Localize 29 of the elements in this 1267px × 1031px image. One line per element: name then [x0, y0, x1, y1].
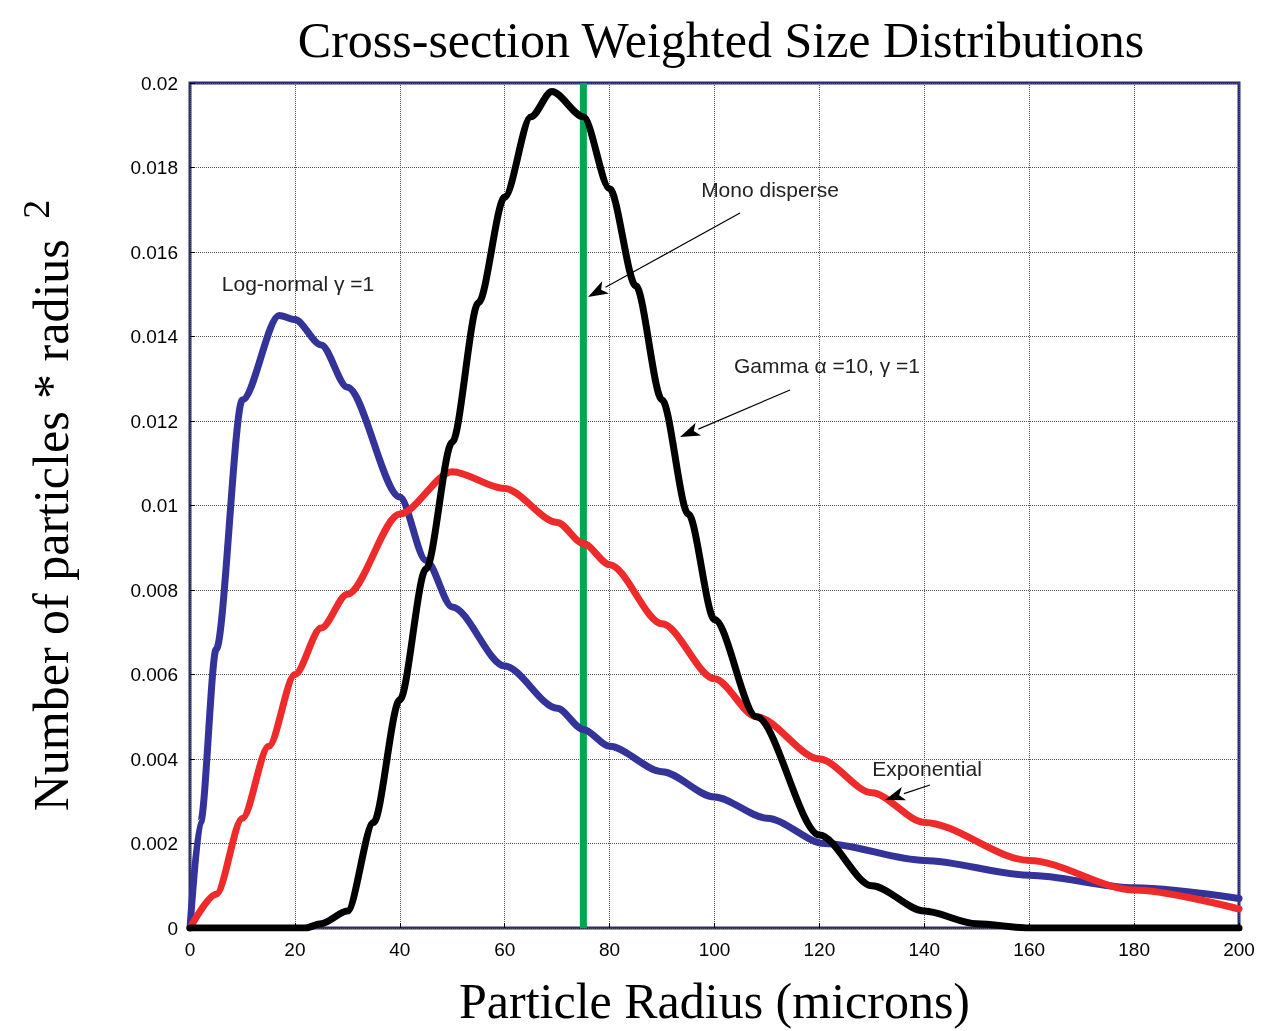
x-tick-label: 0: [184, 939, 196, 960]
y-tick-label: 0.01: [141, 495, 178, 516]
y-tick-label: 0.002: [130, 833, 178, 854]
x-tick-label: 80: [599, 939, 621, 960]
x-tick-label: 140: [908, 939, 941, 960]
y-tick-label: 0.018: [130, 157, 178, 178]
annotation: Mono disperse: [701, 178, 839, 202]
y-tick-label: 0: [167, 917, 178, 939]
annotation: Exponential: [872, 757, 982, 781]
annotation: Log-normal γ =1: [221, 272, 375, 296]
y-tick-label: 0.006: [130, 664, 178, 685]
x-tick-label: 60: [494, 939, 516, 960]
x-tick-label: 40: [389, 939, 411, 960]
y-axis-title: Number of particles * radius 2: [15, 199, 79, 812]
y-tick-label: 0.008: [130, 579, 178, 601]
x-tick-label: 200: [1223, 939, 1255, 960]
y-tick-label: 0.014: [130, 326, 179, 347]
annotation: Gamma α =10, γ =1: [733, 354, 921, 378]
y-tick-label: 0.012: [130, 410, 178, 432]
x-tick-label: 100: [698, 939, 731, 960]
x-tick-label: 20: [284, 939, 306, 960]
x-tick-label: 120: [803, 939, 836, 960]
chart-title: Cross-section Weighted Size Distributions: [297, 12, 1145, 68]
x-axis-title: Particle Radius (microns): [459, 973, 970, 1029]
x-tick-label: 180: [1118, 939, 1150, 960]
y-tick-label: 0.016: [130, 241, 178, 263]
x-tick-label: 160: [1013, 939, 1046, 960]
y-tick-label: 0.02: [141, 72, 178, 94]
y-tick-label: 0.004: [130, 748, 179, 770]
